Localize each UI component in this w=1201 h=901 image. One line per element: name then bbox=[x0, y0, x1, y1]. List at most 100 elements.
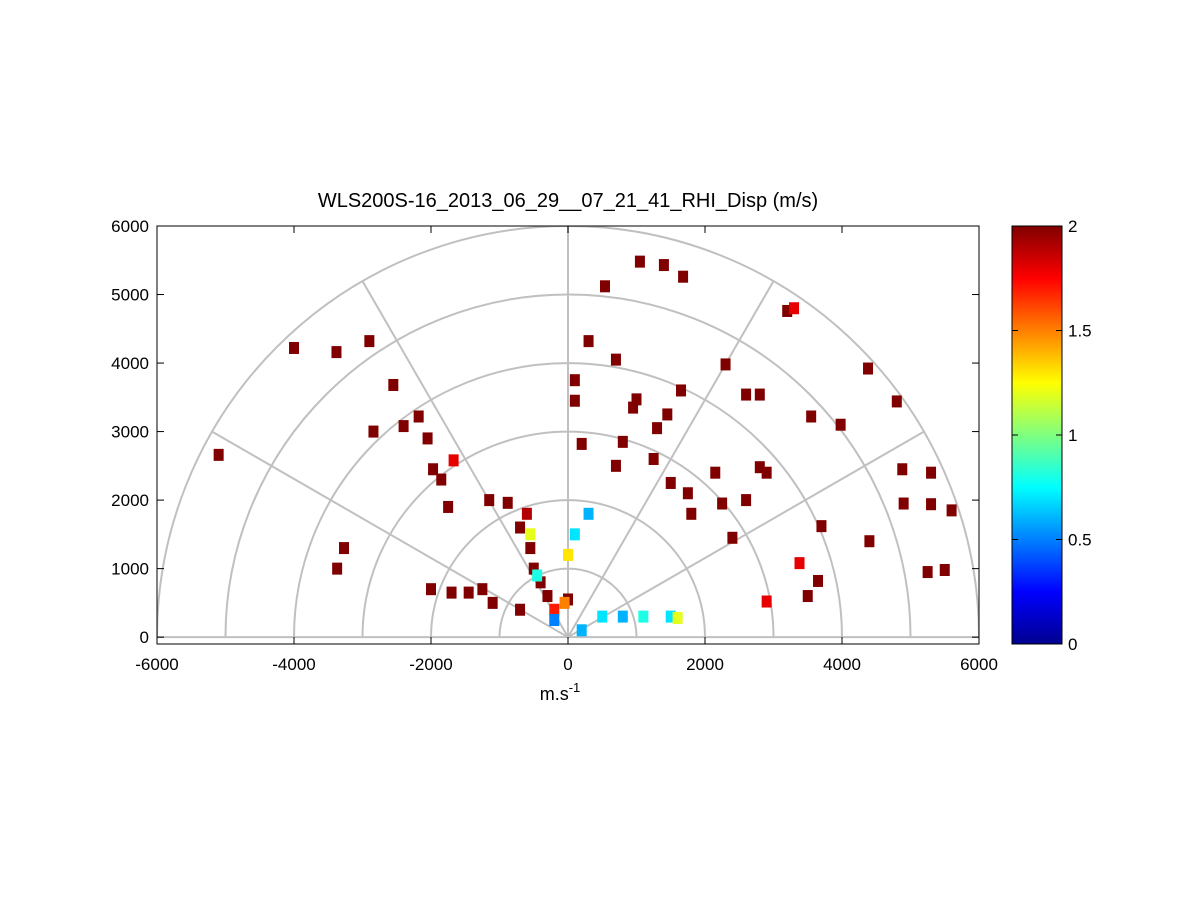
y-tick-label: 0 bbox=[140, 628, 149, 647]
x-tick-label: -4000 bbox=[272, 655, 315, 674]
data-point bbox=[813, 574, 824, 587]
y-tick-label: 1000 bbox=[111, 560, 149, 579]
data-point bbox=[610, 459, 621, 472]
data-point bbox=[720, 358, 731, 371]
data-point bbox=[549, 614, 560, 627]
data-point bbox=[448, 454, 459, 467]
colorbar-axis: 0 0.5 1 1.5 2 bbox=[1012, 217, 1092, 654]
data-point bbox=[682, 487, 693, 500]
x-tick-label: -6000 bbox=[135, 655, 178, 674]
data-point bbox=[576, 624, 587, 637]
data-point bbox=[332, 562, 343, 575]
data-point bbox=[665, 476, 676, 489]
data-point bbox=[789, 302, 800, 315]
data-point bbox=[463, 586, 474, 599]
colorbar-tick-label: 2 bbox=[1068, 217, 1077, 236]
data-point bbox=[898, 497, 909, 510]
data-point bbox=[835, 418, 846, 431]
data-point bbox=[665, 610, 676, 623]
data-point bbox=[652, 422, 663, 435]
data-point bbox=[576, 437, 587, 450]
data-point bbox=[339, 542, 350, 555]
grid-spoke bbox=[567, 430, 925, 639]
data-point bbox=[897, 463, 908, 476]
y-tick-label: 4000 bbox=[111, 354, 149, 373]
data-point bbox=[638, 610, 649, 623]
data-point bbox=[289, 341, 299, 354]
x-tick-label: 6000 bbox=[960, 655, 998, 674]
data-point bbox=[542, 590, 553, 603]
data-point bbox=[761, 595, 772, 608]
data-point bbox=[569, 528, 580, 541]
data-point bbox=[413, 410, 424, 423]
data-point bbox=[863, 362, 874, 375]
data-point bbox=[741, 388, 752, 401]
data-point bbox=[213, 448, 224, 461]
data-point bbox=[891, 395, 902, 408]
y-tick-label: 6000 bbox=[111, 217, 149, 236]
data-point bbox=[443, 500, 454, 513]
data-point bbox=[515, 521, 526, 534]
data-point bbox=[761, 466, 772, 479]
data-point bbox=[569, 394, 580, 407]
grid-spoke bbox=[567, 280, 775, 638]
data-point bbox=[436, 473, 447, 486]
data-point bbox=[922, 566, 933, 579]
y-tick-label: 2000 bbox=[111, 491, 149, 510]
data-point bbox=[597, 610, 608, 623]
data-point bbox=[754, 461, 765, 474]
data-point bbox=[477, 583, 488, 596]
data-point bbox=[710, 466, 721, 479]
data-point bbox=[727, 531, 738, 544]
x-axis-label-superscript: -1 bbox=[569, 680, 581, 695]
colorbar-tick-label: 1.5 bbox=[1068, 322, 1092, 341]
data-point bbox=[422, 432, 433, 445]
data-point bbox=[428, 463, 439, 476]
data-point bbox=[658, 259, 669, 272]
data-point bbox=[617, 435, 628, 448]
data-point bbox=[388, 378, 399, 391]
x-axis: -6000 -4000 -2000 0 2000 4000 6000 bbox=[135, 226, 998, 674]
data-point bbox=[525, 528, 536, 541]
y-tick-label: 5000 bbox=[111, 286, 149, 305]
y-axis: 0 1000 2000 3000 4000 5000 6000 bbox=[111, 217, 979, 647]
data-point bbox=[583, 335, 594, 348]
data-point bbox=[559, 596, 570, 609]
data-point bbox=[676, 384, 687, 397]
colorbar bbox=[1011, 225, 1063, 645]
data-point bbox=[549, 603, 560, 616]
data-point bbox=[484, 494, 495, 507]
data-point bbox=[535, 576, 546, 589]
data-point bbox=[631, 393, 642, 406]
data-point bbox=[782, 304, 793, 317]
data-point bbox=[331, 346, 342, 359]
data-point bbox=[794, 557, 805, 570]
data-point bbox=[426, 583, 436, 596]
data-point bbox=[686, 507, 697, 520]
x-tick-label: 0 bbox=[563, 655, 572, 674]
data-point bbox=[946, 504, 957, 517]
data-point bbox=[678, 270, 689, 283]
data-point bbox=[926, 466, 937, 479]
data-point bbox=[398, 420, 409, 433]
data-point bbox=[634, 255, 645, 268]
data-point bbox=[521, 507, 532, 520]
chart-title: WLS200S-16_2013_06_29__07_21_41_RHI_Disp… bbox=[318, 190, 818, 212]
data-point bbox=[599, 280, 610, 293]
data-point bbox=[515, 603, 526, 616]
data-point bbox=[939, 563, 950, 576]
data-point bbox=[487, 596, 498, 609]
data-point bbox=[628, 401, 639, 414]
data-point bbox=[864, 535, 875, 548]
data-point bbox=[610, 353, 621, 366]
data-point bbox=[528, 562, 539, 575]
data-point bbox=[802, 590, 813, 603]
x-tick-label: 4000 bbox=[823, 655, 861, 674]
data-point bbox=[583, 507, 594, 520]
colorbar-tick-label: 1 bbox=[1068, 426, 1077, 445]
colorbar-tick-label: 0.5 bbox=[1068, 531, 1092, 550]
colorbar-tick-label: 0 bbox=[1068, 635, 1077, 654]
x-tick-label: 2000 bbox=[686, 655, 724, 674]
grid-spoke bbox=[211, 430, 569, 639]
